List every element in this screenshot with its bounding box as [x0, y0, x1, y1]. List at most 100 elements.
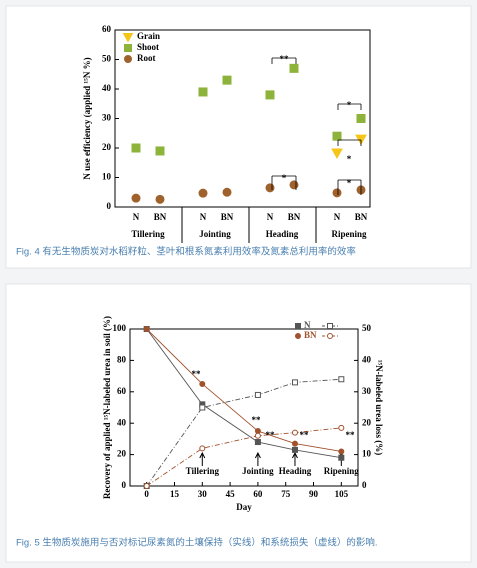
marker — [199, 380, 206, 387]
y2-tick-label: 50 — [362, 323, 372, 333]
marker — [222, 75, 232, 85]
legend-label: Root — [137, 53, 156, 63]
x-tick-label: BN — [154, 212, 167, 222]
marker — [295, 333, 301, 339]
marker — [143, 326, 150, 332]
marker — [338, 424, 345, 431]
stage-label: Tillering — [186, 466, 220, 476]
marker — [254, 439, 261, 446]
stage-label: Ripening — [324, 466, 360, 476]
marker — [222, 187, 232, 197]
caption: Fig. 5 生物质炭施用与否对标记尿素氮的土壤保持（实线）和系统损失（虚线）的… — [16, 537, 378, 549]
card — [5, 283, 472, 563]
x-tick-label: 0 — [144, 489, 149, 499]
caption: Fig. 4 有无生物质炭对水稻籽粒、茎叶和根系氮素利用效率及氮素总利用率的效率 — [16, 246, 356, 258]
y-label: N use efficiency (applied ¹⁵N %) — [82, 57, 92, 179]
marker — [155, 146, 165, 156]
bracket — [337, 179, 362, 195]
bracket — [337, 139, 362, 146]
group-label: Heading — [266, 229, 299, 239]
marker — [143, 483, 150, 489]
x-tick-label: BN — [288, 212, 301, 222]
y2-tick-label: 20 — [362, 417, 372, 427]
marker — [332, 131, 342, 141]
legend-label: Shoot — [137, 42, 159, 52]
y-tick-label: 0 — [122, 480, 127, 490]
axis-box — [129, 328, 359, 487]
bracket — [271, 175, 297, 190]
group-label: Ripening — [331, 229, 367, 239]
annotation: ** — [300, 430, 310, 440]
annotation: ** — [346, 430, 356, 440]
marker — [198, 188, 208, 198]
y-tick-label: 80 — [117, 354, 127, 364]
x-tick-label: 75 — [281, 489, 291, 499]
x-tick-label: N — [200, 212, 207, 222]
x-tick-label: 15 — [170, 489, 180, 499]
marker — [122, 33, 134, 43]
annotation: ** — [266, 430, 276, 440]
y2-tick-label: 40 — [362, 354, 372, 364]
legend-label: N — [304, 320, 311, 330]
marker — [331, 148, 343, 160]
y-tick-label: 60 — [102, 24, 112, 34]
marker — [198, 87, 208, 97]
y2-tick-label: 0 — [362, 480, 367, 490]
annotation: ** — [192, 369, 202, 379]
marker — [338, 454, 345, 461]
x-tick-label: 60 — [253, 489, 263, 499]
stage-label: Jointing — [242, 466, 274, 476]
y-tick-label: 40 — [102, 83, 112, 93]
x-label: Day — [236, 502, 252, 512]
x-tick-label: N — [334, 212, 341, 222]
marker — [289, 63, 299, 73]
x-tick-label: 105 — [335, 489, 349, 499]
group-label: Jointing — [199, 229, 231, 239]
marker — [199, 445, 206, 452]
y2-tick-label: 30 — [362, 386, 372, 396]
legend-label: BN — [304, 330, 317, 340]
marker — [131, 193, 141, 203]
marker — [199, 404, 206, 411]
stage-label: Heading — [279, 466, 312, 476]
marker — [131, 143, 141, 153]
legend-label: Grain — [137, 31, 160, 41]
x-tick-label: 90 — [309, 489, 319, 499]
marker — [254, 432, 261, 439]
marker — [155, 194, 165, 204]
bracket — [337, 103, 362, 110]
marker — [327, 323, 333, 329]
marker — [338, 376, 345, 383]
x-tick-label: BN — [221, 212, 234, 222]
arrow — [199, 451, 206, 466]
y-tick-label: 10 — [102, 172, 112, 182]
annotation: * — [347, 100, 352, 110]
bracket — [271, 57, 297, 64]
marker — [291, 440, 298, 447]
x-tick-label: 30 — [198, 489, 208, 499]
y-tick-label: 50 — [102, 54, 112, 64]
annotation: * — [282, 173, 287, 183]
marker — [291, 446, 298, 453]
y-tick-label: 60 — [117, 386, 127, 396]
annotation: ** — [280, 54, 290, 64]
y-tick-label: 40 — [117, 417, 127, 427]
y-tick-label: 0 — [107, 201, 112, 211]
marker — [356, 114, 366, 123]
annotation: * — [347, 178, 352, 188]
marker — [338, 448, 345, 455]
y-tick-label: 20 — [102, 142, 112, 152]
marker — [265, 183, 275, 193]
y-tick-label: 30 — [102, 113, 112, 123]
card — [5, 5, 472, 269]
arrow — [254, 451, 261, 466]
x-tick-label: BN — [355, 212, 368, 222]
y-tick-label: 20 — [117, 449, 127, 459]
arrow — [292, 451, 298, 466]
y-label: Recovery of applied ¹⁵N-labeled urea in … — [102, 316, 112, 499]
marker — [291, 379, 298, 386]
y2-label: ¹⁵N-labeled urea loss (%) — [374, 360, 384, 455]
marker — [254, 391, 261, 398]
